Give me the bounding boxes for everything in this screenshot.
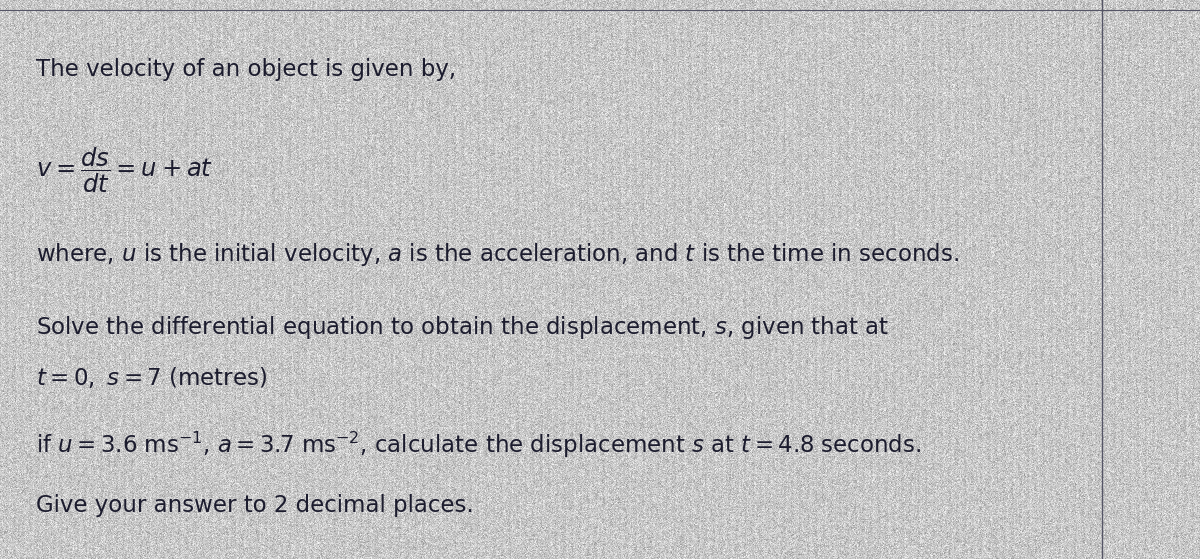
Text: $v = \dfrac{ds}{dt} = u + at$: $v = \dfrac{ds}{dt} = u + at$: [36, 146, 214, 195]
Text: The velocity of an object is given by,: The velocity of an object is given by,: [36, 58, 456, 82]
Text: Give your answer to 2 decimal places.: Give your answer to 2 decimal places.: [36, 494, 474, 518]
Text: where, $u$ is the initial velocity, $a$ is the acceleration, and $t$ is the time: where, $u$ is the initial velocity, $a$ …: [36, 241, 959, 268]
Text: Solve the differential equation to obtain the displacement, $s$, given that at: Solve the differential equation to obtai…: [36, 314, 889, 340]
Text: $t = 0,\ s = 7$ (metres): $t = 0,\ s = 7$ (metres): [36, 365, 268, 390]
Text: if $u = 3.6$ ms$^{-1}$, $a = 3.7$ ms$^{-2}$, calculate the displacement $s$ at $: if $u = 3.6$ ms$^{-1}$, $a = 3.7$ ms$^{-…: [36, 429, 922, 459]
